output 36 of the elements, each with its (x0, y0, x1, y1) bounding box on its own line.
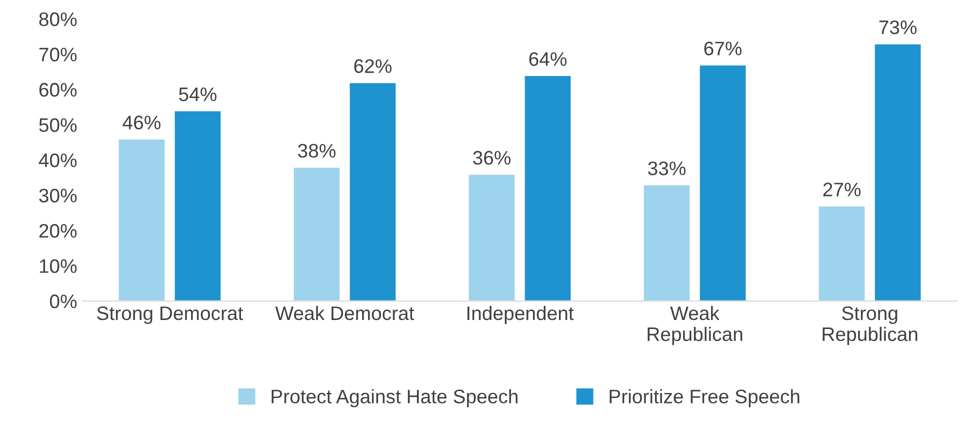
bar (523, 74, 572, 302)
data-label: 64% (529, 52, 567, 66)
data-label: 36% (473, 150, 511, 165)
y-tick-label: 50% (39, 118, 77, 132)
bar (698, 64, 748, 302)
data-label: 54% (179, 88, 216, 102)
data-label: 67% (704, 42, 742, 56)
bar (292, 166, 342, 302)
bar (817, 205, 866, 302)
data-label: 73% (879, 20, 917, 34)
y-tick-label: 30% (39, 188, 77, 202)
data-label: 33% (648, 161, 686, 176)
y-tick-label: 0% (50, 294, 77, 308)
bar (348, 82, 398, 302)
x-tick-label: Strong Democrat (97, 306, 244, 324)
x-tick-label: Weak Republican (648, 306, 742, 345)
y-tick-label: 20% (39, 224, 77, 238)
y-tick-label: 80% (39, 12, 77, 26)
data-label: 38% (298, 144, 336, 158)
y-tick-label: 10% (40, 259, 77, 273)
data-label: 62% (354, 59, 392, 74)
bar (117, 138, 166, 302)
data-label: 46% (122, 116, 160, 130)
bar (467, 173, 516, 302)
y-tick-label: 60% (39, 82, 77, 97)
x-tick-label: Weak Democrat (275, 306, 414, 320)
data-label: 27% (823, 182, 861, 196)
x-tick-label: Independent (468, 306, 574, 324)
bar (873, 42, 922, 302)
y-tick-label: 70% (39, 48, 77, 62)
x-tick-label: Strong Republican (822, 306, 918, 345)
legend-label: Prioritize Free Speech (610, 389, 800, 408)
bar (642, 184, 692, 302)
y-tick-label: 40% (38, 153, 77, 168)
legend-label: Protect Against Hate Speech (272, 389, 518, 408)
bar (173, 110, 222, 302)
